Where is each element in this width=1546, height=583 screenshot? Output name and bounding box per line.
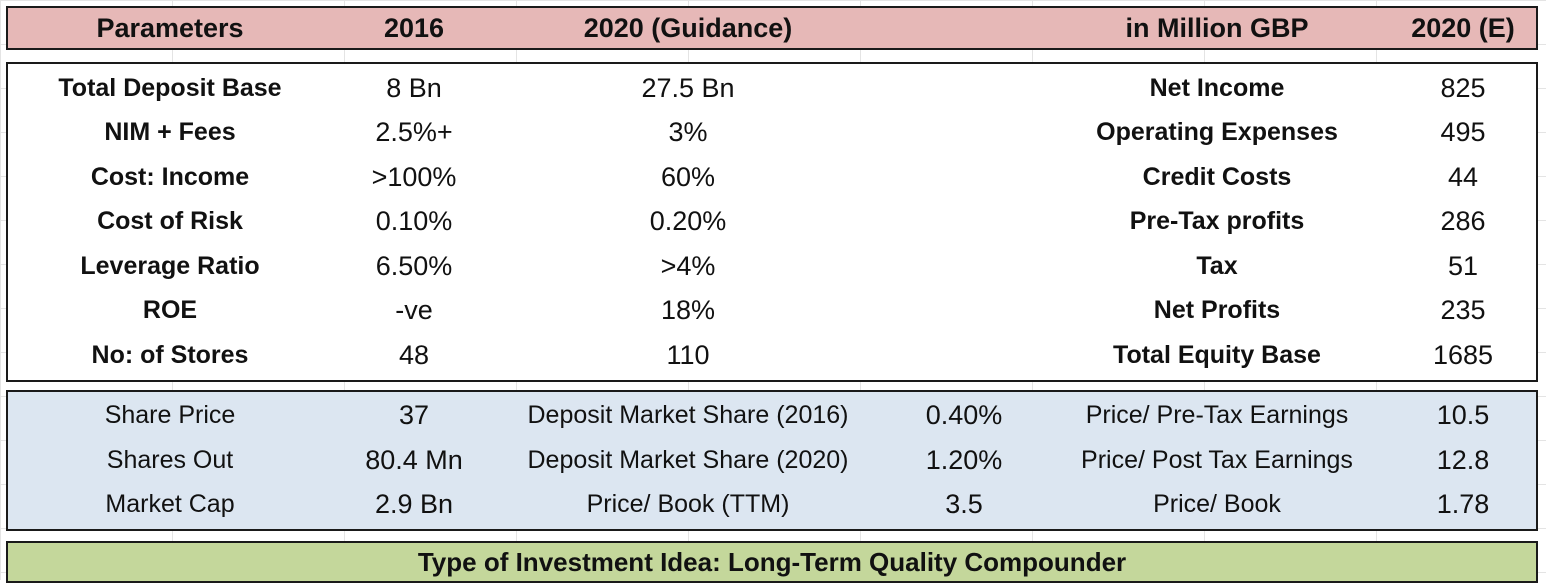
table-row: No: of Stores 48 110 Total Equity Base 1…: [8, 333, 1536, 378]
header-2020-e[interactable]: 2020 (E): [1411, 12, 1515, 43]
valuation-label[interactable]: Shares Out: [106, 445, 234, 474]
ratio-value[interactable]: 10.5: [1436, 400, 1490, 431]
market-label[interactable]: Deposit Market Share (2020): [527, 445, 849, 474]
header-parameters[interactable]: Parameters: [96, 12, 244, 43]
investment-type-banner: Type of Investment Idea: Long-Term Quali…: [6, 541, 1538, 583]
estimate-item[interactable]: Tax: [1196, 251, 1238, 280]
param-2020[interactable]: 60%: [660, 161, 716, 192]
estimate-item[interactable]: Pre-Tax profits: [1129, 207, 1305, 236]
table-row: NIM + Fees 2.5%+ 3% Operating Expenses 4…: [8, 111, 1536, 156]
ratio-label[interactable]: Price/ Book: [1153, 490, 1281, 519]
estimate-value[interactable]: 51: [1447, 250, 1479, 281]
market-value[interactable]: 3.5: [945, 489, 983, 520]
param-name[interactable]: ROE: [142, 296, 198, 325]
ratio-label[interactable]: Price/ Post Tax Earnings: [1081, 445, 1353, 474]
table-row: Share Price 37 Deposit Market Share (201…: [8, 394, 1536, 439]
header-in-million-gbp[interactable]: in Million GBP: [1125, 12, 1309, 43]
param-2016[interactable]: >100%: [371, 161, 457, 192]
investment-summary-sheet: Parameters 2016 2020 (Guidance) in Milli…: [6, 6, 1538, 583]
param-name[interactable]: Cost: Income: [90, 162, 250, 191]
param-name[interactable]: NIM + Fees: [104, 118, 236, 147]
estimate-value[interactable]: 44: [1447, 161, 1479, 192]
market-label[interactable]: Price/ Book (TTM): [586, 490, 790, 519]
table-row: Cost: Income >100% 60% Credit Costs 44: [8, 155, 1536, 200]
header-2016[interactable]: 2016: [383, 12, 445, 43]
investment-type-text[interactable]: Type of Investment Idea: Long-Term Quali…: [417, 546, 1127, 577]
ratio-label[interactable]: Price/ Pre-Tax Earnings: [1085, 401, 1349, 430]
header-2020-guidance[interactable]: 2020 (Guidance): [583, 12, 793, 43]
estimate-item[interactable]: Net Profits: [1153, 296, 1281, 325]
estimate-value[interactable]: 1685: [1432, 339, 1494, 370]
param-2020[interactable]: 3%: [668, 117, 708, 148]
param-name[interactable]: Leverage Ratio: [80, 251, 260, 280]
param-2016[interactable]: -ve: [395, 295, 433, 326]
table-row: Leverage Ratio 6.50% >4% Tax 51: [8, 244, 1536, 289]
param-2016[interactable]: 8 Bn: [386, 72, 442, 103]
valuation-section: Share Price 37 Deposit Market Share (201…: [6, 389, 1538, 531]
estimate-value[interactable]: 825: [1440, 72, 1486, 103]
parameters-section: Total Deposit Base 8 Bn 27.5 Bn Net Inco…: [6, 62, 1538, 382]
estimate-value[interactable]: 235: [1440, 295, 1486, 326]
param-2020[interactable]: >4%: [660, 250, 716, 281]
valuation-label[interactable]: Share Price: [104, 401, 236, 430]
param-2016[interactable]: 6.50%: [375, 250, 453, 281]
estimate-value[interactable]: 495: [1440, 117, 1486, 148]
gap-row: [6, 382, 1538, 390]
header-row: Parameters 2016 2020 (Guidance) in Milli…: [6, 6, 1538, 50]
param-2020[interactable]: 27.5 Bn: [641, 72, 735, 103]
table-row: Total Deposit Base 8 Bn 27.5 Bn Net Inco…: [8, 66, 1536, 111]
param-2016[interactable]: 0.10%: [375, 206, 453, 237]
valuation-value[interactable]: 37: [398, 400, 430, 431]
ratio-value[interactable]: 1.78: [1436, 489, 1490, 520]
estimate-item[interactable]: Operating Expenses: [1096, 118, 1338, 147]
ratio-value[interactable]: 12.8: [1436, 444, 1490, 475]
estimate-item[interactable]: Net Income: [1149, 73, 1285, 102]
param-2020[interactable]: 0.20%: [649, 206, 727, 237]
market-value[interactable]: 0.40%: [925, 400, 1003, 431]
param-2020[interactable]: 110: [666, 339, 710, 370]
param-2016[interactable]: 2.5%+: [375, 117, 453, 148]
estimate-item[interactable]: Total Equity Base: [1113, 340, 1321, 369]
table-row: ROE -ve 18% Net Profits 235: [8, 289, 1536, 334]
estimate-value[interactable]: 286: [1440, 206, 1486, 237]
param-2016[interactable]: 48: [398, 339, 430, 370]
param-name[interactable]: Total Deposit Base: [58, 73, 282, 102]
table-row: Market Cap 2.9 Bn Price/ Book (TTM) 3.5 …: [8, 483, 1536, 528]
market-label[interactable]: Deposit Market Share (2016): [527, 401, 849, 430]
valuation-label[interactable]: Market Cap: [105, 490, 235, 519]
market-value[interactable]: 1.20%: [925, 444, 1003, 475]
param-name[interactable]: No: of Stores: [91, 340, 249, 369]
table-row: Shares Out 80.4 Mn Deposit Market Share …: [8, 438, 1536, 483]
param-name[interactable]: Cost of Risk: [97, 207, 243, 236]
estimate-item[interactable]: Credit Costs: [1142, 162, 1292, 191]
param-2020[interactable]: 18%: [660, 295, 716, 326]
valuation-value[interactable]: 2.9 Bn: [374, 489, 454, 520]
valuation-value[interactable]: 80.4 Mn: [365, 444, 463, 475]
gap-row: [6, 50, 1538, 62]
table-row: Cost of Risk 0.10% 0.20% Pre-Tax profits…: [8, 200, 1536, 245]
